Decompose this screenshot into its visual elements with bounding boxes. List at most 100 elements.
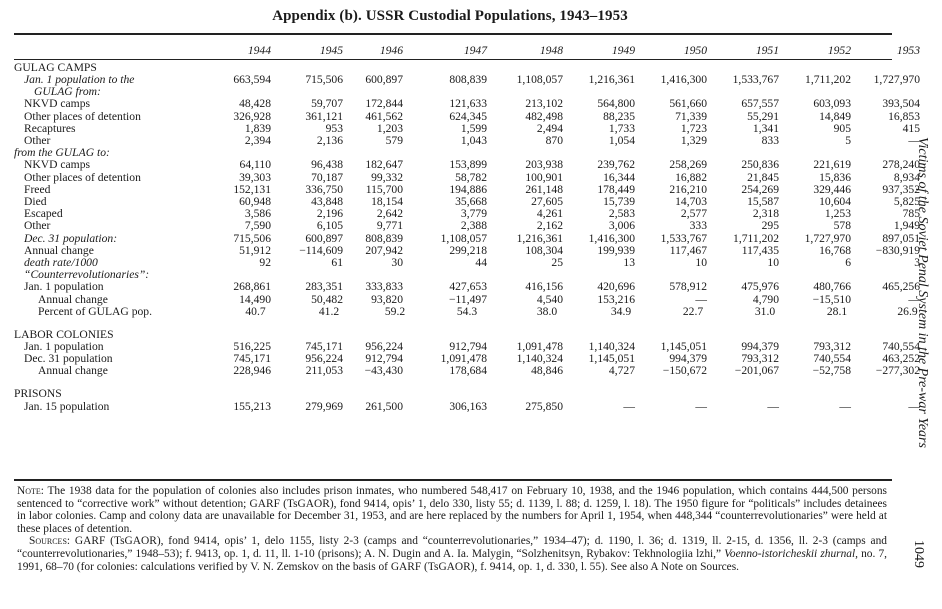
table-row: Annual change 14,490 50,482 93,820 −11,497 4,… [14, 292, 924, 306]
value-cell: 1,108,057 [440, 231, 487, 245]
header-rule [14, 59, 892, 60]
value-cell: 578 [833, 219, 851, 233]
value-cell: 108,304 [525, 243, 563, 257]
table-row: NKVD camps 64,110 96,438 182,647 153,899 203,… [14, 159, 924, 171]
section-heading: LABOR COLONIES [14, 327, 114, 341]
table-row: NKVD camps 48,428 59,707 172,844 121,633 213,… [14, 98, 924, 110]
year-header: 1949 [611, 43, 635, 57]
sources-label: Sources: [29, 535, 71, 548]
row-label: Recaptures [24, 121, 76, 135]
row-label: Other places of detention [24, 109, 141, 123]
value-cell: 1,727,970 [873, 73, 920, 86]
table-row: GULAG from: [14, 85, 924, 98]
sources-paragraph: Sources: GARF (TsGAOR), fond 9414, opis’… [17, 535, 887, 573]
value-cell: 600,897 [365, 73, 403, 86]
value-cell: 4,727 [608, 364, 635, 378]
table-row: from the GULAG to: [14, 147, 924, 159]
value-cell: 2,577 [680, 207, 707, 221]
value-cell: 250,836 [741, 158, 779, 172]
value-cell: 93,820 [371, 292, 403, 306]
value-cell: 1,091,478 [440, 352, 487, 366]
value-cell: 1,533,767 [660, 231, 707, 245]
value-cell: 937,352 [882, 182, 920, 196]
year-header: 1950 [683, 43, 707, 57]
value-cell: 905 [833, 121, 851, 135]
value-cell: 415 [902, 121, 920, 135]
value-cell: 121,633 [449, 97, 487, 111]
value-cell: 1,253 [824, 207, 851, 221]
value-cell: — [908, 399, 920, 413]
value-cell: 48,846 [531, 364, 563, 378]
note-label: Note: [17, 485, 44, 497]
value-cell: 745,171 [233, 352, 271, 366]
value-cell: 808,839 [449, 73, 487, 86]
row-label: death rate/1000 [24, 256, 98, 270]
value-cell: 117,435 [741, 243, 779, 257]
value-cell: 8,934 [893, 170, 920, 184]
value-cell: 4,790 [752, 292, 779, 306]
value-cell: — [695, 292, 707, 306]
value-cell: 10 [767, 256, 779, 270]
table-row: Annual change 228,946 211,053 −43,430 178,68… [14, 365, 924, 377]
table-row: Other 7,590 6,105 9,771 2,388 2,162 3,006 333 29… [14, 220, 924, 232]
value-cell: −201,067 [734, 364, 779, 378]
value-cell: 5 [845, 134, 851, 148]
value-cell: 41.2 [318, 304, 340, 318]
value-cell: — [839, 399, 851, 413]
value-cell: 785 [902, 207, 920, 221]
value-cell: 278,240 [882, 158, 920, 172]
value-cell: 912,794 [449, 340, 487, 354]
value-cell: 715,506 [305, 73, 343, 86]
value-cell: 15,836 [819, 170, 851, 184]
value-cell: 26.9 [897, 304, 918, 318]
value-cell: 64,110 [239, 158, 271, 172]
row-label: Other [24, 134, 51, 148]
table-row: Annual change 51,912 −114,609 207,942 299,21… [14, 243, 924, 257]
row-label: Jan. 15 population [24, 399, 110, 413]
value-cell: 2,136 [316, 134, 343, 148]
value-cell: 953 [325, 121, 343, 135]
table-row: Other places of detention 326,928 361,121 4… [14, 109, 924, 123]
value-cell: 480,766 [813, 280, 851, 294]
value-cell: −43,430 [364, 364, 403, 378]
value-cell: 333 [689, 219, 707, 233]
value-cell: 39,303 [239, 170, 271, 184]
value-cell: 2,394 [244, 134, 271, 148]
value-cell: 4,540 [536, 292, 563, 306]
value-cell: — [908, 134, 920, 148]
table-row: Freed 152,131 336,750 115,700 194,886 261,148… [14, 182, 924, 196]
value-cell: 27,605 [531, 195, 563, 209]
value-cell: 70,187 [311, 170, 343, 184]
value-cell: 194,886 [449, 182, 487, 196]
value-cell: 92 [259, 256, 271, 270]
value-cell: 16,853 [888, 109, 920, 123]
value-cell: 306,163 [449, 399, 487, 413]
value-cell: 28.1 [826, 304, 848, 318]
row-label: Dec. 31 population [24, 352, 113, 366]
section-heading: PRISONS [14, 387, 62, 401]
value-cell: 268,861 [233, 280, 271, 294]
value-cell: 1,711,202 [733, 231, 779, 245]
value-cell: 994,379 [669, 352, 707, 366]
value-cell: −52,758 [812, 364, 851, 378]
value-cell: 50,482 [311, 292, 343, 306]
row-label: Percent of GULAG pop. [38, 304, 152, 318]
value-cell: 657,557 [741, 97, 779, 111]
value-cell: 745,171 [305, 340, 343, 354]
year-header: 1948 [539, 43, 563, 57]
sources-text-1: GARF (TsGAOR), fond 9414, opis’ 1, delo … [17, 535, 887, 560]
value-cell: 59.2 [384, 304, 406, 318]
note-paragraph: Note: The 1938 data for the population o… [17, 485, 887, 535]
notes-block: Note: The 1938 data for the population o… [17, 485, 887, 573]
value-cell: 2,162 [536, 219, 563, 233]
value-cell: 561,660 [669, 97, 707, 111]
value-cell: 44 [475, 256, 487, 270]
value-cell: 808,839 [365, 231, 403, 245]
sources-text-2: no. 7, 1991, 68–70 (for colonies: calcul… [17, 547, 887, 573]
running-head: Victims of the Soviet Penal System in th… [915, 137, 930, 448]
value-cell: 5,825 [893, 195, 920, 209]
row-label: Freed [24, 182, 51, 196]
value-cell: 1,329 [680, 134, 707, 148]
table-row: Dec. 31 population: 715,506 600,897 808,839… [14, 231, 924, 245]
value-cell: 793,312 [813, 340, 851, 354]
